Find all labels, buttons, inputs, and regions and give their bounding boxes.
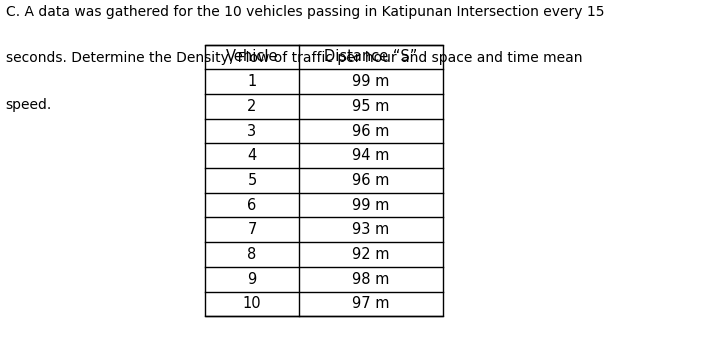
Text: 4: 4	[248, 148, 256, 163]
Text: 1: 1	[248, 74, 256, 89]
Text: 93 m: 93 m	[352, 222, 390, 237]
Text: 99 m: 99 m	[352, 198, 390, 213]
Text: Vehicle: Vehicle	[226, 49, 278, 64]
Text: 5: 5	[248, 173, 256, 188]
Text: Distance “S”: Distance “S”	[324, 49, 418, 64]
Text: 2: 2	[247, 99, 257, 114]
Text: 6: 6	[248, 198, 256, 213]
Text: 7: 7	[247, 222, 257, 237]
Text: 9: 9	[248, 272, 256, 287]
Text: 96 m: 96 m	[352, 173, 390, 188]
Text: 3: 3	[248, 123, 256, 139]
Text: 99 m: 99 m	[352, 74, 390, 89]
Text: 98 m: 98 m	[352, 272, 390, 287]
Text: seconds. Determine the Density, Flow of traffic per hour and space and time mean: seconds. Determine the Density, Flow of …	[6, 51, 582, 66]
Text: 10: 10	[243, 296, 261, 311]
Text: 97 m: 97 m	[352, 296, 390, 311]
Text: 92 m: 92 m	[352, 247, 390, 262]
Text: C. A data was gathered for the 10 vehicles passing in Katipunan Intersection eve: C. A data was gathered for the 10 vehicl…	[6, 5, 604, 19]
Text: 94 m: 94 m	[352, 148, 390, 163]
Bar	[205, 45, 443, 316]
Text: 96 m: 96 m	[352, 123, 390, 139]
Text: 95 m: 95 m	[352, 99, 390, 114]
Text: 8: 8	[248, 247, 256, 262]
Text: speed.: speed.	[6, 98, 52, 112]
